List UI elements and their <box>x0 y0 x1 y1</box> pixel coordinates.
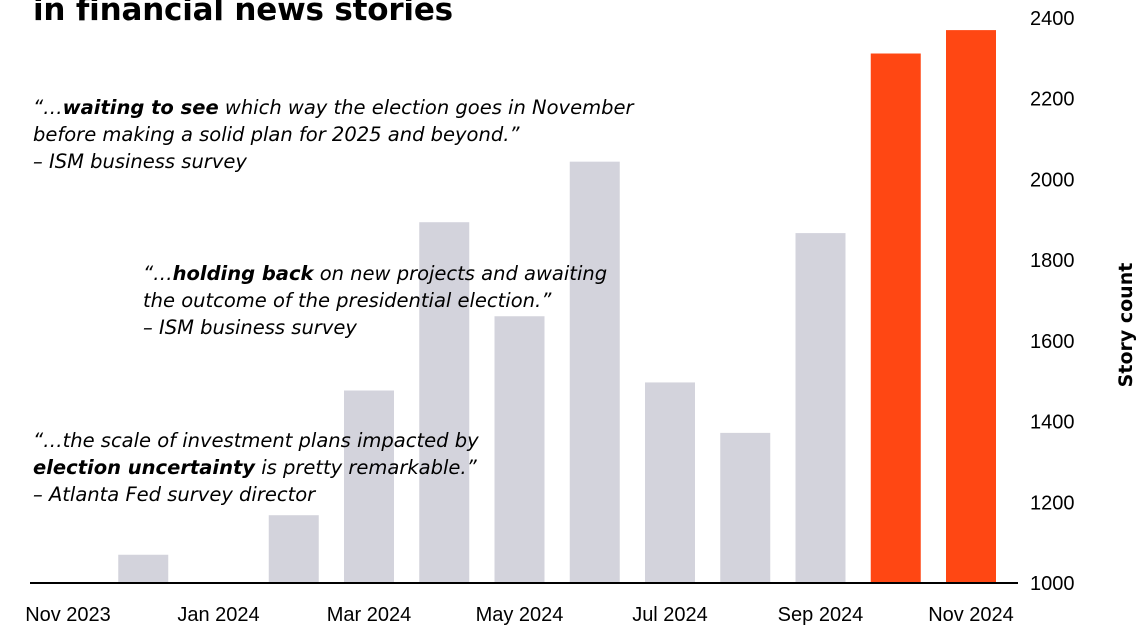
x-tick-labels: Nov 2023 Jan 2024 Mar 2024 May 2024 Jul 2024… <box>25 604 1014 626</box>
chart-title: in financial news stories <box>33 0 453 28</box>
quote-text: “…the scale of investment plans impacted… <box>33 429 479 452</box>
x-tick-label: Nov 2023 <box>25 604 111 626</box>
bar-nov-2024 <box>946 30 996 584</box>
quote-text: “… <box>143 262 173 285</box>
bar-jun-2024 <box>569 161 620 584</box>
bar-may-2024 <box>494 316 545 583</box>
quote-line: the outcome of the presidential election… <box>143 287 607 314</box>
quote-line: before making a solid plan for 2025 and … <box>33 121 633 148</box>
quote-ism-holding-back: “…holding back on new projects and await… <box>143 260 607 341</box>
y-tick-label: 2000 <box>1030 169 1075 191</box>
quote-text: which way the election goes in November <box>218 96 634 119</box>
quote-emphasis: waiting to see <box>62 96 219 119</box>
quote-text: – ISM business survey <box>143 316 357 339</box>
bar-mar-2024 <box>344 390 394 583</box>
x-tick-label: Jan 2024 <box>177 604 259 626</box>
quote-text: “… <box>33 96 63 119</box>
quote-text: – ISM business survey <box>33 150 247 173</box>
y-tick-labels: 1000 1200 1400 1600 1800 2000 2200 2400 <box>1030 8 1075 595</box>
y-axis-label: Story count <box>1115 263 1137 388</box>
quote-text: before making a solid plan for 2025 and … <box>33 123 520 146</box>
y-tick-label: 1000 <box>1030 573 1075 595</box>
quote-emphasis: election uncertainty <box>33 456 256 479</box>
quote-emphasis: holding back <box>172 262 314 285</box>
y-tick-label: 1800 <box>1030 250 1075 272</box>
bar-aug-2024 <box>720 432 771 583</box>
bar-oct-2024 <box>870 53 921 583</box>
y-tick-label: 2400 <box>1030 8 1075 30</box>
bar-dec-2023 <box>118 554 169 583</box>
quote-line: “…waiting to see which way the election … <box>33 94 633 121</box>
bar-sep-2024 <box>795 233 846 583</box>
quote-text: the outcome of the presidential election… <box>143 289 552 312</box>
y-tick-label: 1200 <box>1030 492 1075 514</box>
y-tick-label: 1600 <box>1030 331 1075 353</box>
x-tick-label: Sep 2024 <box>778 604 864 626</box>
bar-apr-2024 <box>419 222 470 583</box>
x-tick-label: Nov 2024 <box>928 604 1014 626</box>
x-tick-label: May 2024 <box>476 604 564 626</box>
x-tick-label: Jul 2024 <box>632 604 708 626</box>
quote-ism-waiting: “…waiting to see which way the election … <box>33 94 633 175</box>
quote-line: election uncertainty is pretty remarkabl… <box>33 454 479 481</box>
y-tick-label: 2200 <box>1030 89 1075 111</box>
quote-text: – Atlanta Fed survey director <box>33 483 316 506</box>
quote-text: is pretty remarkable.” <box>255 456 477 479</box>
quote-line: – ISM business survey <box>33 148 633 175</box>
bars-group <box>118 30 996 584</box>
quote-line: – ISM business survey <box>143 314 607 341</box>
y-tick-label: 1400 <box>1030 412 1075 434</box>
quote-line: “…the scale of investment plans impacted… <box>33 427 479 454</box>
quote-line: “…holding back on new projects and await… <box>143 260 607 287</box>
x-tick-label: Mar 2024 <box>327 604 412 626</box>
quote-atlanta-fed: “…the scale of investment plans impacted… <box>33 427 479 508</box>
bar-feb-2024 <box>268 515 319 583</box>
quote-text: on new projects and awaiting <box>313 262 608 285</box>
bar-jul-2024 <box>645 382 695 583</box>
quote-line: – Atlanta Fed survey director <box>33 481 479 508</box>
